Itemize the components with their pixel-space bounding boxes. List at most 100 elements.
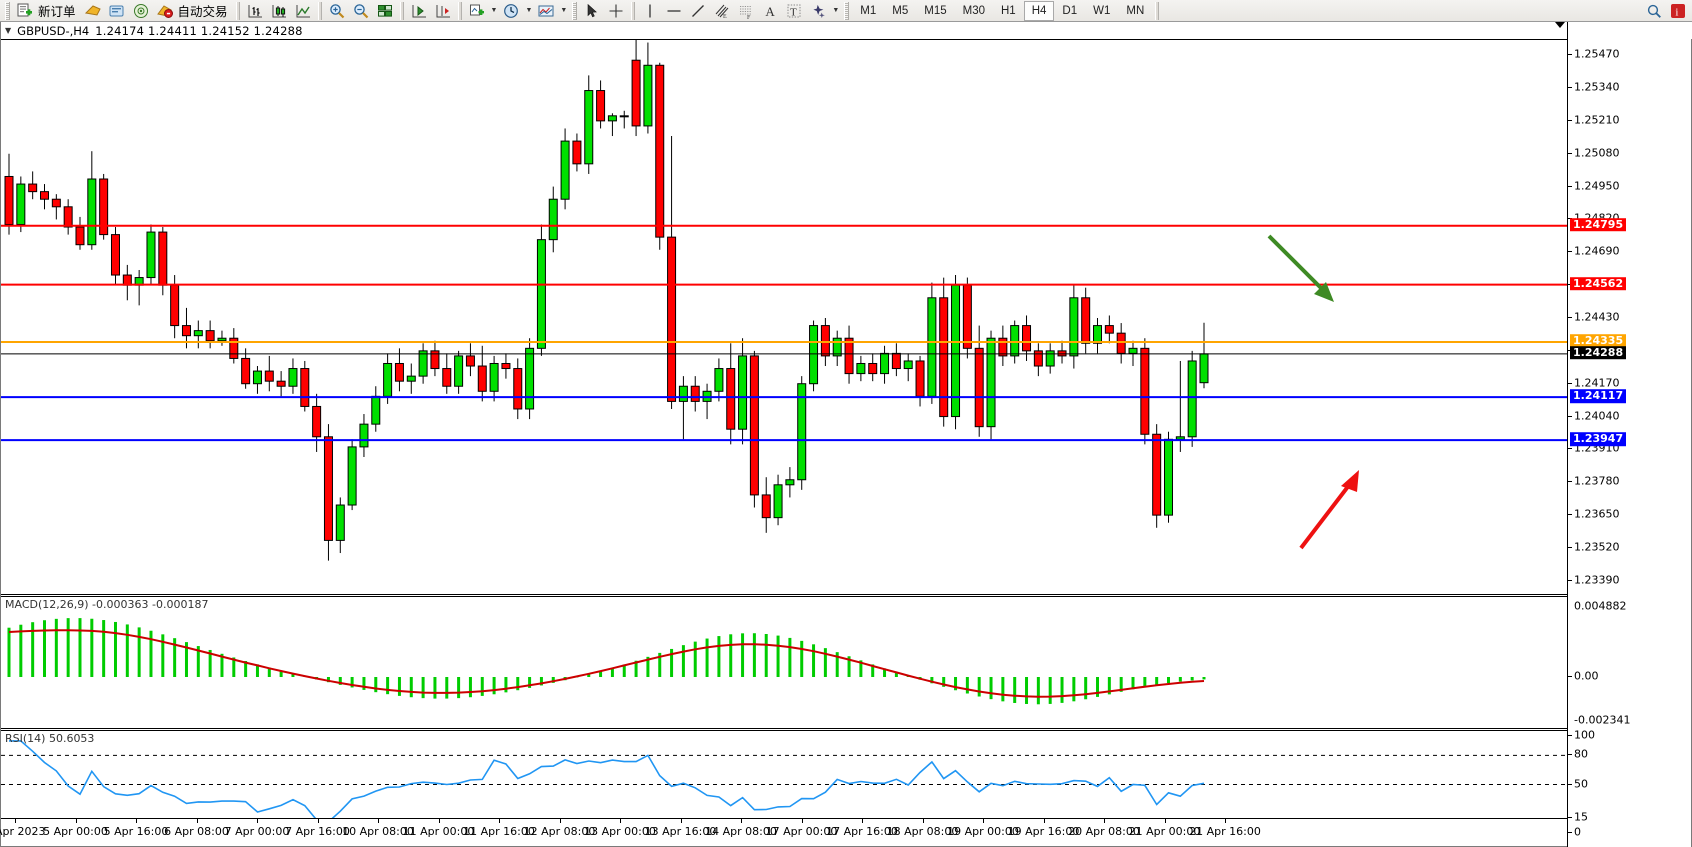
timeframe-h1[interactable]: H1 <box>1001 4 1016 17</box>
auto-trading-button[interactable]: 自动交易 <box>153 1 233 21</box>
indicators-button[interactable] <box>465 1 489 21</box>
time-axis-tick <box>317 819 319 823</box>
price-scale[interactable]: 1.254701.253401.252101.250801.249501.248… <box>1567 22 1691 847</box>
text-icon: A <box>766 4 776 19</box>
time-axis-tick <box>257 819 258 823</box>
price-tick <box>1568 119 1572 121</box>
timeframe-m5[interactable]: M5 <box>892 4 909 17</box>
auto-scroll-button[interactable] <box>431 1 455 21</box>
svg-text:A: A <box>766 4 776 19</box>
timeframe-m1[interactable]: M1 <box>860 4 877 17</box>
time-axis-tick <box>922 819 924 823</box>
price-tick-label: 1.25470 <box>1574 47 1620 61</box>
time-axis-label: 4 Apr 2023 <box>0 825 46 838</box>
line-chart-icon <box>296 4 310 17</box>
support-level-1[interactable]: 1.24117 <box>1570 389 1627 403</box>
time-axis-tick <box>378 819 379 823</box>
indicators-dropdown-arrow[interactable]: ▼ <box>490 7 498 14</box>
ask-price-label[interactable]: 1.24335 <box>1570 334 1627 348</box>
shift-end-button[interactable] <box>407 1 431 21</box>
bid-price-label[interactable]: 1.24288 <box>1570 346 1627 360</box>
time-axis-tick <box>1225 819 1226 823</box>
vertical-line-button[interactable] <box>638 1 662 21</box>
trendline-button[interactable] <box>686 1 710 21</box>
time-axis-label: 6 Apr 08:00 <box>164 825 229 838</box>
horizontal-line-icon <box>667 9 681 12</box>
fibonacci-icon: F <box>740 5 753 20</box>
candlestick-chart-button[interactable] <box>267 1 291 21</box>
candlestick-plot <box>1 40 1569 561</box>
timeframe-h4[interactable]: H4 <box>1023 0 1055 21</box>
zoom-in-button[interactable] <box>325 1 349 21</box>
search-button[interactable] <box>1642 1 1666 21</box>
text-label-button[interactable]: T <box>782 1 806 21</box>
bar-chart-button[interactable] <box>243 1 267 21</box>
svg-text:T: T <box>790 6 797 18</box>
trendline-icon <box>692 4 705 17</box>
price-pane[interactable] <box>1 39 1569 595</box>
time-axis-label: 10 Apr 08:00 <box>342 825 414 838</box>
timeframe-mn[interactable]: MN <box>1126 4 1145 17</box>
time-axis-tick <box>620 819 621 823</box>
fibonacci-button[interactable]: F <box>734 1 758 21</box>
price-tick <box>1568 546 1572 548</box>
toolbar-grip-2[interactable] <box>572 1 578 20</box>
price-tick-label: 1.23520 <box>1574 540 1620 554</box>
period-button[interactable] <box>499 1 523 21</box>
toolbar-grip[interactable] <box>5 1 10 20</box>
macd-label: MACD(12,26,9) -0.000363 -0.000187 <box>5 598 209 611</box>
price-tick <box>1568 251 1572 253</box>
rsi-scale-label: 100 <box>1574 728 1595 742</box>
timeframe-w1[interactable]: W1 <box>1093 4 1111 17</box>
time-axis-label: 13 Apr 16:00 <box>644 825 717 838</box>
rsi-label: RSI(14) 50.6053 <box>5 732 95 745</box>
period-dropdown-arrow[interactable]: ▼ <box>525 7 533 14</box>
price-tick-label: 1.23390 <box>1574 573 1620 587</box>
shapes-button[interactable] <box>806 1 830 21</box>
shapes-dropdown-arrow[interactable]: ▼ <box>832 7 840 14</box>
help-button[interactable]: i <box>1666 1 1690 21</box>
macd-pane[interactable]: MACD(12,26,9) -0.000363 -0.000187 <box>1 596 1569 729</box>
timeframe-d1[interactable]: D1 <box>1062 4 1078 17</box>
templates-dropdown-arrow[interactable]: ▼ <box>560 7 568 14</box>
price-tick <box>1568 54 1572 56</box>
rsi-scale-label: 0 <box>1574 825 1581 839</box>
time-axis-label: 20 Apr 08:00 <box>1068 825 1140 838</box>
cursor-button[interactable] <box>580 1 604 21</box>
price-tick-label: 1.23650 <box>1574 507 1620 521</box>
new-order-label: 新订单 <box>38 4 76 19</box>
zoom-out-icon <box>353 3 368 18</box>
timeframe-m15[interactable]: M15 <box>924 4 947 17</box>
time-axis-tick <box>1164 819 1166 823</box>
zoom-out-button[interactable] <box>349 1 373 21</box>
time-axis-tick <box>680 819 682 823</box>
resistance-level-1[interactable]: 1.24795 <box>1570 217 1627 232</box>
horizontal-line-button[interactable] <box>662 1 686 21</box>
market-watch-button[interactable] <box>81 1 105 21</box>
crosshair-button[interactable] <box>604 1 628 21</box>
navigator-button[interactable] <box>129 1 153 21</box>
time-axis-tick <box>1104 819 1105 823</box>
templates-button[interactable] <box>534 1 558 21</box>
macd-plot <box>7 618 1206 705</box>
bar-chart-icon <box>248 4 262 17</box>
support-level-2[interactable]: 1.23947 <box>1570 432 1627 446</box>
data-window-button[interactable] <box>105 1 129 21</box>
time-axis-label: 12 Apr 08:00 <box>523 825 596 838</box>
line-chart-button[interactable] <box>291 1 315 21</box>
rsi-scale-label: 15 <box>1574 810 1588 824</box>
time-axis-label: 17 Apr 00:00 <box>765 825 838 838</box>
timeframe-m30[interactable]: M30 <box>962 4 985 17</box>
new-order-button[interactable]: 新订单 <box>13 1 81 21</box>
macd-zero-tick <box>1568 676 1572 677</box>
equidistant-channel-button[interactable]: E <box>710 1 734 21</box>
resistance-level-2[interactable]: 1.24562 <box>1570 276 1627 291</box>
chart-menu-caret[interactable]: ▼ <box>5 26 12 35</box>
chart-window[interactable]: ▼ GBPUSD-,H4 1.24174 1.24411 1.24152 1.2… <box>0 22 1692 847</box>
price-tick-label: 1.25080 <box>1574 146 1620 160</box>
text-button[interactable]: A <box>758 1 782 21</box>
price-tick <box>1568 514 1572 516</box>
tile-windows-button[interactable] <box>373 1 397 21</box>
time-axis-label: 17 Apr 16:00 <box>826 825 898 838</box>
toolbar-grip-3[interactable] <box>844 1 850 20</box>
